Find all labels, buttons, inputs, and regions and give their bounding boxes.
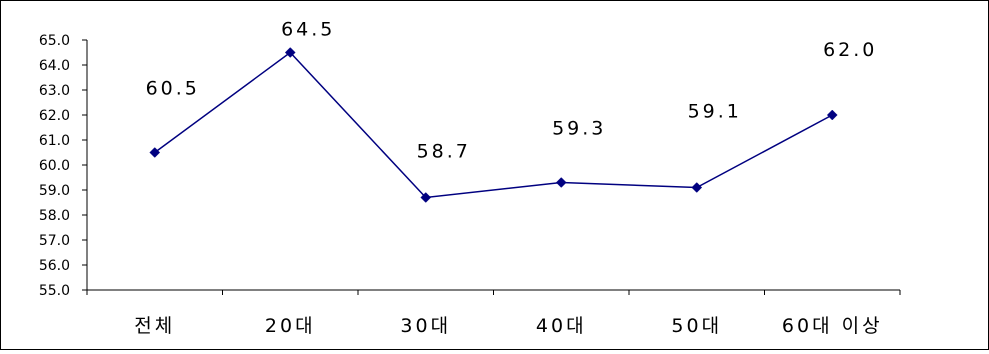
data-point: [555, 177, 567, 188]
series: [149, 47, 838, 203]
x-tick-label: 50대: [671, 315, 722, 337]
y-tick-label: 61.0: [39, 133, 70, 149]
x-tick-label: 40대: [536, 315, 587, 337]
x-tick-label: 60대 이상: [782, 315, 883, 337]
y-tick-label: 62.0: [39, 108, 70, 124]
y-tick-label: 55.0: [39, 283, 70, 299]
data-point: [149, 147, 161, 158]
y-tick-label: 56.0: [39, 258, 70, 274]
x-tick-label: 20대: [265, 315, 316, 337]
y-tick-label: 65.0: [39, 33, 70, 49]
y-tick-label: 58.0: [39, 208, 70, 224]
x-tick-label: 전체: [134, 315, 175, 337]
data-label: 59.1: [688, 101, 742, 123]
x-tick-label: 30대: [400, 315, 451, 337]
data-label: 58.7: [417, 141, 471, 163]
data-labels: 60.5 64.5 58.7 59.3 59.1 62.0: [146, 19, 877, 163]
y-tick-label: 60.0: [39, 158, 70, 174]
y-tick-label: 57.0: [39, 233, 70, 249]
x-axis: 전체 20대 30대 40대 50대 60대 이상: [86, 289, 901, 337]
y-tick-label: 63.0: [39, 83, 70, 99]
data-label: 64.5: [281, 19, 335, 41]
data-point: [826, 109, 838, 121]
y-tick-label: 59.0: [39, 183, 70, 199]
data-point: [284, 47, 296, 58]
data-label: 59.3: [552, 118, 606, 140]
y-tick-label: 64.0: [39, 58, 70, 74]
data-label: 60.5: [146, 78, 200, 100]
data-label: 62.0: [823, 39, 877, 61]
data-point: [691, 182, 703, 193]
y-axis: 55.0 56.0 57.0 58.0 59.0 60.0 61.0 62.0 63.0 64.0…: [39, 33, 88, 299]
series-line: [154, 51, 833, 199]
data-point: [420, 192, 432, 203]
